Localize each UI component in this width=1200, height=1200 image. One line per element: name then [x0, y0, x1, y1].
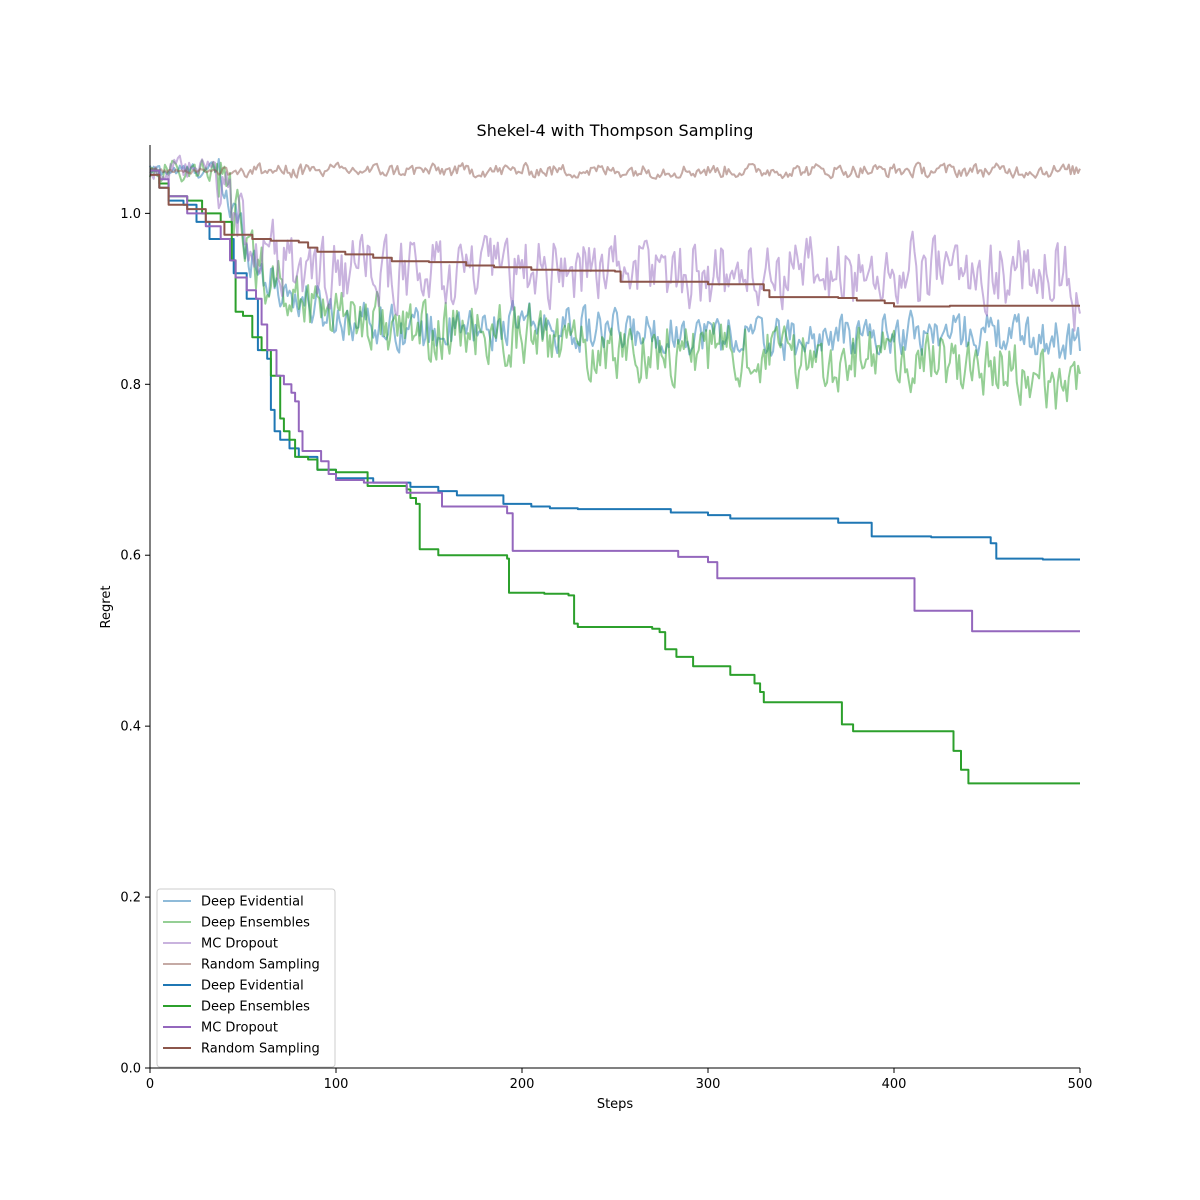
axes-layer — [149, 145, 1080, 1069]
x-tick-label: 400 — [882, 1077, 907, 1092]
x-axis-label: Steps — [597, 1097, 634, 1112]
series-line-raw-mc-dropout — [149, 154, 1081, 332]
legend-entry-label: Deep Evidential — [201, 979, 304, 994]
series-line-raw-deep-ensembles — [149, 159, 1081, 410]
legend-entry-label: Deep Ensembles — [201, 1000, 310, 1015]
x-tick-label: 0 — [146, 1077, 154, 1092]
x-ticks: 0 100 200 300 400 500 — [146, 1068, 1093, 1092]
x-tick-label: 300 — [696, 1077, 721, 1092]
y-tick-label: 0.2 — [120, 891, 141, 906]
legend-entry-label: Random Sampling — [201, 1042, 320, 1057]
legend: Deep Evidential Deep Ensembles MC Dropout R… — [156, 888, 336, 1068]
legend-entry-label: MC Dropout — [201, 1021, 278, 1036]
legend-box — [156, 888, 336, 1068]
y-axis-label: Regret — [99, 586, 114, 629]
series-line-raw-deep-evidential — [149, 158, 1081, 361]
y-tick-label: 0.4 — [120, 720, 141, 735]
legend-entry-label: MC Dropout — [201, 937, 278, 952]
y-tick-label: 0.8 — [120, 378, 141, 393]
series-line-best-random-sampling — [150, 173, 1080, 308]
x-tick-label: 200 — [510, 1077, 535, 1092]
legend-entry-label: Deep Evidential — [201, 895, 304, 910]
series-line-raw-random-sampling — [149, 161, 1081, 180]
series-layer — [149, 154, 1081, 785]
y-ticks: 0.0 0.2 0.4 0.6 0.8 1.0 — [120, 207, 150, 1077]
series-line-best-mc-dropout — [150, 169, 1080, 633]
chart-title: Shekel-4 with Thompson Sampling — [477, 121, 754, 140]
series-line-best-deep-ensembles — [150, 169, 1080, 785]
x-tick-label: 100 — [324, 1077, 349, 1092]
y-tick-label: 0.0 — [120, 1062, 141, 1077]
legend-entry-label: Deep Ensembles — [201, 916, 310, 931]
legend-entry-label: Random Sampling — [201, 958, 320, 973]
x-tick-label: 500 — [1068, 1077, 1093, 1092]
y-tick-label: 0.6 — [120, 549, 141, 564]
y-tick-label: 1.0 — [120, 207, 141, 222]
